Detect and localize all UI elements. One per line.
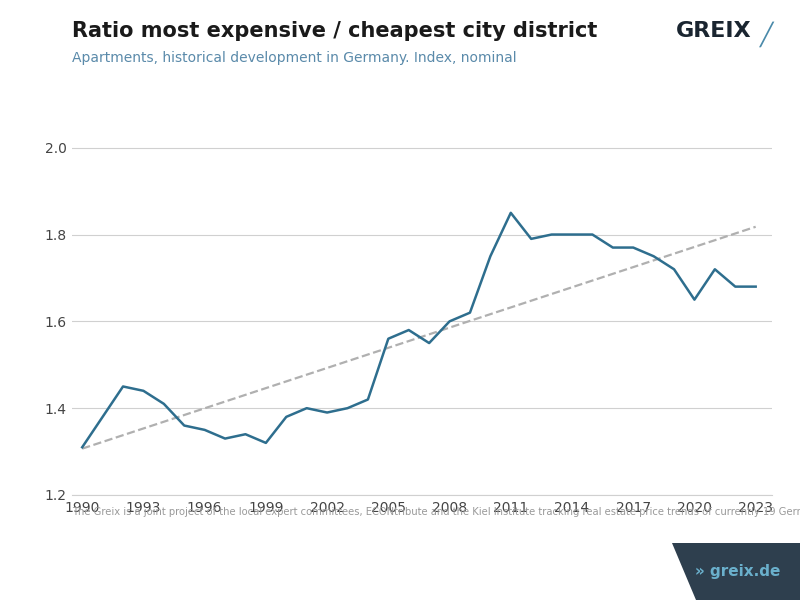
Text: The Greix is a joint project of the local expert committees, ECONtribute and the: The Greix is a joint project of the loca… bbox=[72, 507, 800, 517]
Polygon shape bbox=[672, 543, 800, 600]
Text: » Data up to Dec 2023: » Data up to Dec 2023 bbox=[20, 564, 211, 579]
Text: Apartments, historical development in Germany. Index, nominal: Apartments, historical development in Ge… bbox=[72, 51, 517, 65]
Text: ╱: ╱ bbox=[760, 21, 774, 47]
Text: » greix.de: » greix.de bbox=[694, 564, 780, 579]
Text: GREIX: GREIX bbox=[676, 21, 752, 41]
Text: Ratio most expensive / cheapest city district: Ratio most expensive / cheapest city dis… bbox=[72, 21, 598, 41]
